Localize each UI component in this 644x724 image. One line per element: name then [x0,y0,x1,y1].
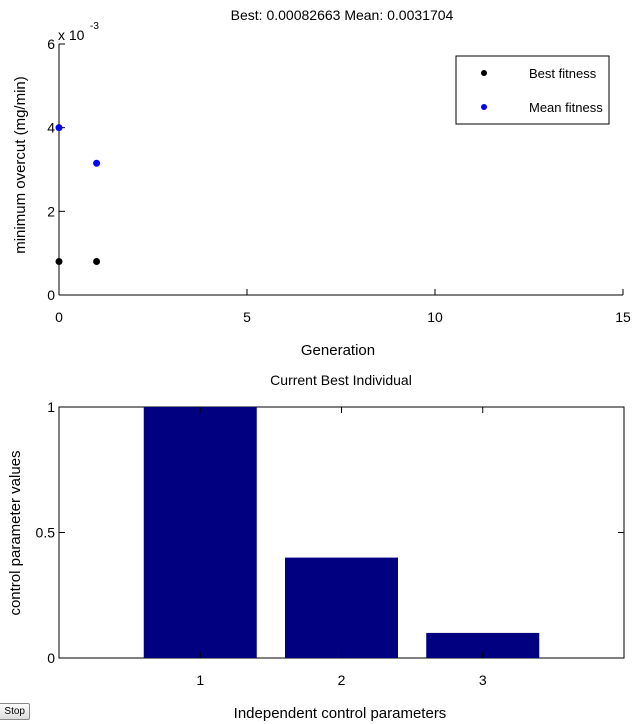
fitness-y-tick-label: 0 [47,287,55,303]
y-exponent-label: x 10 [58,27,85,43]
y-exponent-power: -3 [90,21,99,32]
bar-y-tick-label: 0 [47,650,55,666]
fitness-x-tick-label: 5 [243,309,251,325]
mean-fitness-point [93,159,101,167]
best-individual-title: Current Best Individual [270,372,412,388]
bar-x-axis-label: Independent control parameters [234,705,447,722]
mean-fitness-point [55,124,63,132]
bar-y-axis-label: control parameter values [7,450,24,615]
fitness-legend: Best fitness Mean fitness [455,55,610,125]
fitness-plot-title: Best: 0.00082663 Mean: 0.0031704 [231,7,454,23]
fitness-x-ticks: 0 5 10 15 [55,289,631,325]
best-individual-plot: Current Best Individual control paramete… [7,372,625,722]
legend-box [455,55,610,125]
fitness-y-axis-label: minimum overcut (mg/min) [12,76,29,254]
legend-marker-mean [481,104,487,110]
best-fitness-point [93,258,101,266]
bar-y-ticks: 00.51 [36,399,624,666]
fitness-x-tick-label: 15 [615,309,631,325]
bar-1 [143,407,257,658]
fitness-y-tick-label: 6 [47,36,55,52]
fitness-y-tick-label: 4 [47,120,55,136]
fitness-x-tick-label: 0 [55,309,63,325]
bar-x-tick-label: 3 [479,672,487,688]
legend-label-best: Best fitness [529,66,597,81]
stop-button[interactable]: Stop [0,703,30,720]
fitness-points [55,124,101,266]
bar-x-tick-label: 2 [338,672,346,688]
bar-y-tick-label: 0.5 [36,525,56,541]
legend-label-mean: Mean fitness [529,100,603,115]
bar-x-ticks: 1 2 3 [196,407,487,688]
fitness-plot: Best: 0.00082663 Mean: 0.0031704 x 10 -3… [12,7,631,359]
fitness-x-axis-label: Generation [301,342,375,359]
legend-marker-best [481,70,487,76]
fitness-x-tick-label: 10 [427,309,443,325]
bar-group [143,407,540,658]
bar-2 [285,557,398,658]
best-fitness-point [55,258,63,266]
bar-y-tick-label: 1 [47,399,55,415]
bar-x-tick-label: 1 [196,672,204,688]
fitness-y-tick-label: 2 [47,203,55,219]
